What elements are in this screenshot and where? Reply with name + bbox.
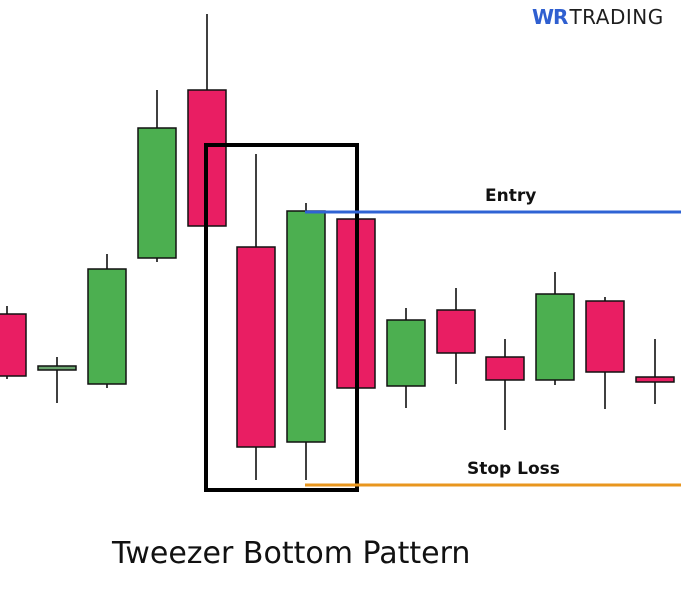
candle (286, 203, 326, 480)
candle-body (535, 293, 575, 381)
candle (137, 90, 177, 262)
candle (236, 154, 276, 480)
candle-body (585, 300, 625, 373)
candle (0, 306, 27, 379)
candle-body (87, 268, 127, 385)
wr-trading-logo: WR TRADING (532, 5, 664, 29)
candle-body (635, 376, 675, 383)
candle-body (436, 309, 476, 354)
candle (585, 297, 625, 409)
candle (436, 288, 476, 384)
candles-group (0, 14, 675, 480)
candle-body (236, 246, 276, 448)
candle (535, 272, 575, 385)
entry-label: Entry (485, 186, 537, 206)
chart-title: Tweezer Bottom Pattern (112, 536, 471, 571)
candle-body (137, 127, 177, 259)
logo-trading: TRADING (569, 5, 664, 29)
candle-body (0, 313, 27, 377)
candle-body (386, 319, 426, 387)
candle (37, 357, 77, 403)
candle (87, 254, 127, 388)
candle-body (286, 210, 326, 443)
logo-wr: WR (532, 5, 568, 29)
candle-body (485, 356, 525, 381)
candle-body (37, 365, 77, 371)
candle (635, 339, 675, 404)
tweezer-highlight-box (204, 143, 359, 492)
stop-loss-label: Stop Loss (467, 459, 560, 479)
candle (485, 339, 525, 430)
candle (386, 308, 426, 408)
